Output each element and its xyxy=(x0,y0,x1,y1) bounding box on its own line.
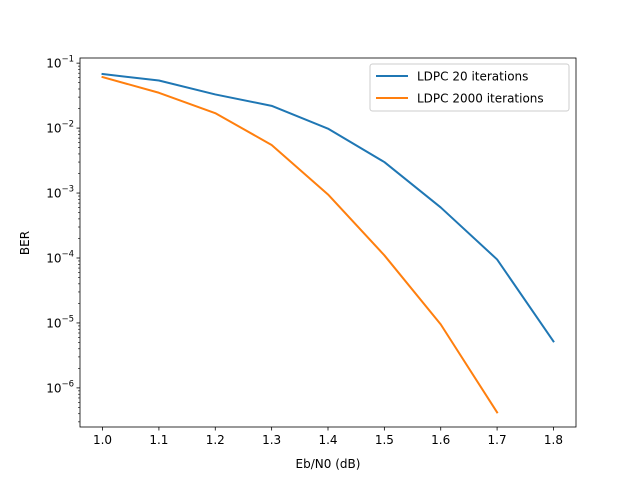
x-tick-label: 1.8 xyxy=(544,433,563,447)
y-tick-label: 10−3 xyxy=(46,185,74,201)
y-tick-label: 10−5 xyxy=(46,314,74,330)
y-axis-label: BER xyxy=(18,231,32,255)
x-tick-label: 1.0 xyxy=(93,433,112,447)
y-tick-label: 10−2 xyxy=(46,120,74,136)
legend-label-ldpc-20: LDPC 20 iterations xyxy=(417,70,528,84)
legend-frame xyxy=(369,63,570,112)
x-tick-label: 1.2 xyxy=(206,433,225,447)
series-line-1 xyxy=(101,75,499,414)
x-tick-label: 1.6 xyxy=(431,433,450,447)
legend-label-ldpc-2000: LDPC 2000 iterations xyxy=(417,92,544,106)
y-ticks: 10−6 10−5 10−4 10−3 10−2 10−1 xyxy=(46,55,80,423)
x-tick-label: 1.5 xyxy=(375,433,394,447)
x-tick-label: 1.1 xyxy=(149,433,168,447)
y-tick-label: 10−4 xyxy=(46,249,74,265)
x-axis-label: Eb/N0 (dB) xyxy=(296,457,361,471)
y-tick-label: 10−1 xyxy=(46,55,74,71)
series-layer xyxy=(101,72,555,414)
series-line-0 xyxy=(101,72,555,343)
x-ticks: 1.0 1.1 1.2 1.3 1.4 1.5 1.6 1.7 1.8 xyxy=(93,427,563,447)
legend: LDPC 20 iterations LDPC 2000 iterations xyxy=(369,63,570,112)
y-tick-label: 10−6 xyxy=(46,379,74,395)
x-tick-label: 1.7 xyxy=(488,433,507,447)
x-tick-label: 1.3 xyxy=(262,433,281,447)
x-tick-label: 1.4 xyxy=(318,433,337,447)
